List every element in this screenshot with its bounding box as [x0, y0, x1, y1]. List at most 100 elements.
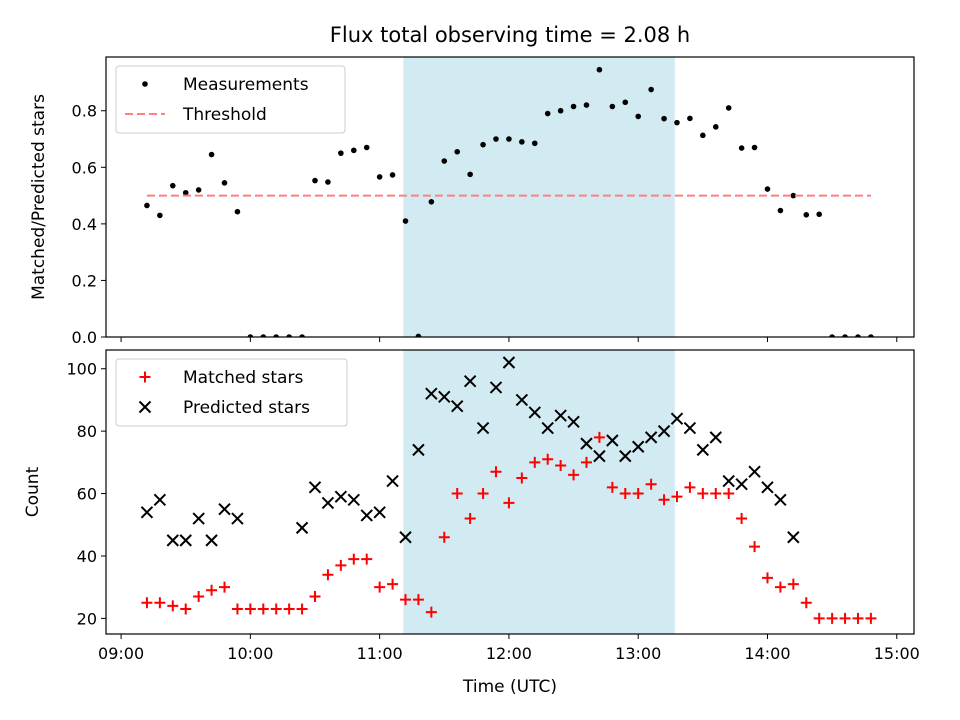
- matched-star-point: [244, 603, 256, 615]
- matched-star-point: [710, 488, 722, 500]
- matched-star-point: [658, 494, 670, 506]
- measurement-point: [635, 113, 642, 120]
- predicted-star-point: [541, 421, 554, 435]
- predicted-star-point: [463, 375, 477, 388]
- predicted-star-point: [386, 474, 399, 488]
- ratio-data: [144, 66, 874, 337]
- matched-star-point: [632, 488, 644, 500]
- predicted-star-point: [192, 512, 205, 525]
- measurement-point: [182, 189, 189, 196]
- matched-star-point: [387, 578, 399, 590]
- measurement-point: [247, 334, 254, 337]
- predicted-star-point: [438, 390, 451, 404]
- measurement-point: [661, 115, 667, 122]
- matched-star-point: [231, 603, 243, 615]
- x-tick-label: 11:00: [357, 644, 403, 663]
- matched-star-point: [490, 466, 502, 478]
- count-y-tick-label: 20: [77, 609, 97, 628]
- predicted-star-point: [631, 440, 645, 453]
- matched-star-point: [787, 578, 799, 590]
- ratio-y-tick-label: 0.2: [72, 271, 97, 290]
- matched-star-point: [542, 453, 554, 465]
- matched-star-point: [555, 459, 567, 471]
- matched-star-point: [645, 478, 657, 490]
- matched-star-point: [813, 612, 825, 624]
- measurement-point: [144, 202, 150, 209]
- count-axes-frame: [105, 349, 915, 635]
- measurement-point: [169, 182, 176, 189]
- predicted-star-point: [476, 421, 490, 435]
- predicted-star-point: [567, 415, 580, 428]
- x-tick-label: 13:00: [615, 644, 661, 663]
- measurement-point: [195, 187, 202, 193]
- measurement-point: [674, 119, 680, 126]
- measurement-point: [803, 212, 810, 218]
- count-y-tick-label: 60: [77, 485, 97, 504]
- predicted-star-point: [554, 409, 567, 422]
- x-tick-label: 09:00: [98, 644, 144, 663]
- measurement-point: [557, 107, 564, 114]
- predicted-star-point: [593, 449, 606, 463]
- predicted-star-point: [502, 356, 516, 369]
- predicted-star-point: [360, 509, 373, 522]
- ratio-y-tick-label: 0.0: [72, 328, 97, 347]
- measurement-point: [208, 151, 215, 158]
- measurement-point: [415, 333, 422, 337]
- measurement-point: [221, 180, 228, 186]
- measurement-point: [480, 141, 486, 148]
- predicted-star-point: [218, 502, 231, 516]
- matched-star-point: [451, 488, 463, 500]
- x-axis-label: Time (UTC): [462, 677, 557, 697]
- predicted-star-point: [373, 506, 386, 519]
- measurement-point: [855, 334, 861, 337]
- predicted-star-point: [140, 506, 154, 519]
- count-observing-window: [403, 350, 675, 634]
- matched-star-point: [464, 513, 476, 525]
- matched-star-point: [283, 603, 295, 615]
- measurement-point: [544, 110, 551, 117]
- measurement-point: [389, 172, 396, 178]
- legend-matched-swatch: [139, 371, 151, 383]
- predicted-star-point: [153, 493, 167, 507]
- measurement-point: [596, 66, 603, 73]
- measurement-point: [764, 186, 771, 192]
- measurement-point: [273, 334, 280, 337]
- legend-label: Threshold: [182, 105, 267, 125]
- measurement-point: [751, 144, 758, 151]
- matched-star-point: [167, 600, 179, 612]
- ratio-panel: 0.0 0.2 0.4 0.6 0.8 Matched/Predicted stars Me…: [29, 56, 915, 347]
- predicted-star-point: [761, 481, 774, 494]
- matched-star-point: [141, 597, 153, 609]
- count-y-axis-label: Count: [23, 466, 43, 517]
- matched-star-point: [580, 456, 592, 468]
- measurement-point: [286, 334, 292, 337]
- measurement-point: [441, 158, 448, 164]
- legend-label: Measurements: [183, 75, 309, 95]
- chart-title: Flux total observing time = 2.08 h: [330, 23, 690, 47]
- measurement-point: [376, 174, 383, 180]
- matched-star-point: [412, 594, 424, 606]
- ratio-axes-frame: [105, 56, 915, 338]
- predicted-star-point: [606, 434, 619, 447]
- matched-star-point: [839, 612, 851, 624]
- matched-star-point: [800, 597, 812, 609]
- measurement-point: [622, 99, 629, 106]
- predicted-star-point: [321, 496, 335, 510]
- predicted-star-point: [657, 424, 671, 438]
- measurement-point: [363, 144, 370, 151]
- predicted-star-point: [231, 512, 244, 525]
- ratio-y-tick-label: 0.6: [72, 158, 97, 177]
- measurement-point: [506, 136, 512, 142]
- matched-star-point: [425, 606, 437, 618]
- predicted-star-point: [696, 443, 710, 457]
- matched-star-point: [438, 531, 450, 543]
- predicted-star-point: [451, 399, 464, 413]
- measurement-point: [738, 145, 745, 151]
- matched-star-point: [606, 481, 618, 493]
- measurement-point: [350, 147, 357, 154]
- predicted-star-point: [722, 474, 735, 488]
- matched-star-point: [684, 481, 696, 493]
- matched-star-point: [257, 603, 269, 615]
- legend-label: Matched stars: [183, 368, 303, 388]
- predicted-star-point: [489, 381, 503, 394]
